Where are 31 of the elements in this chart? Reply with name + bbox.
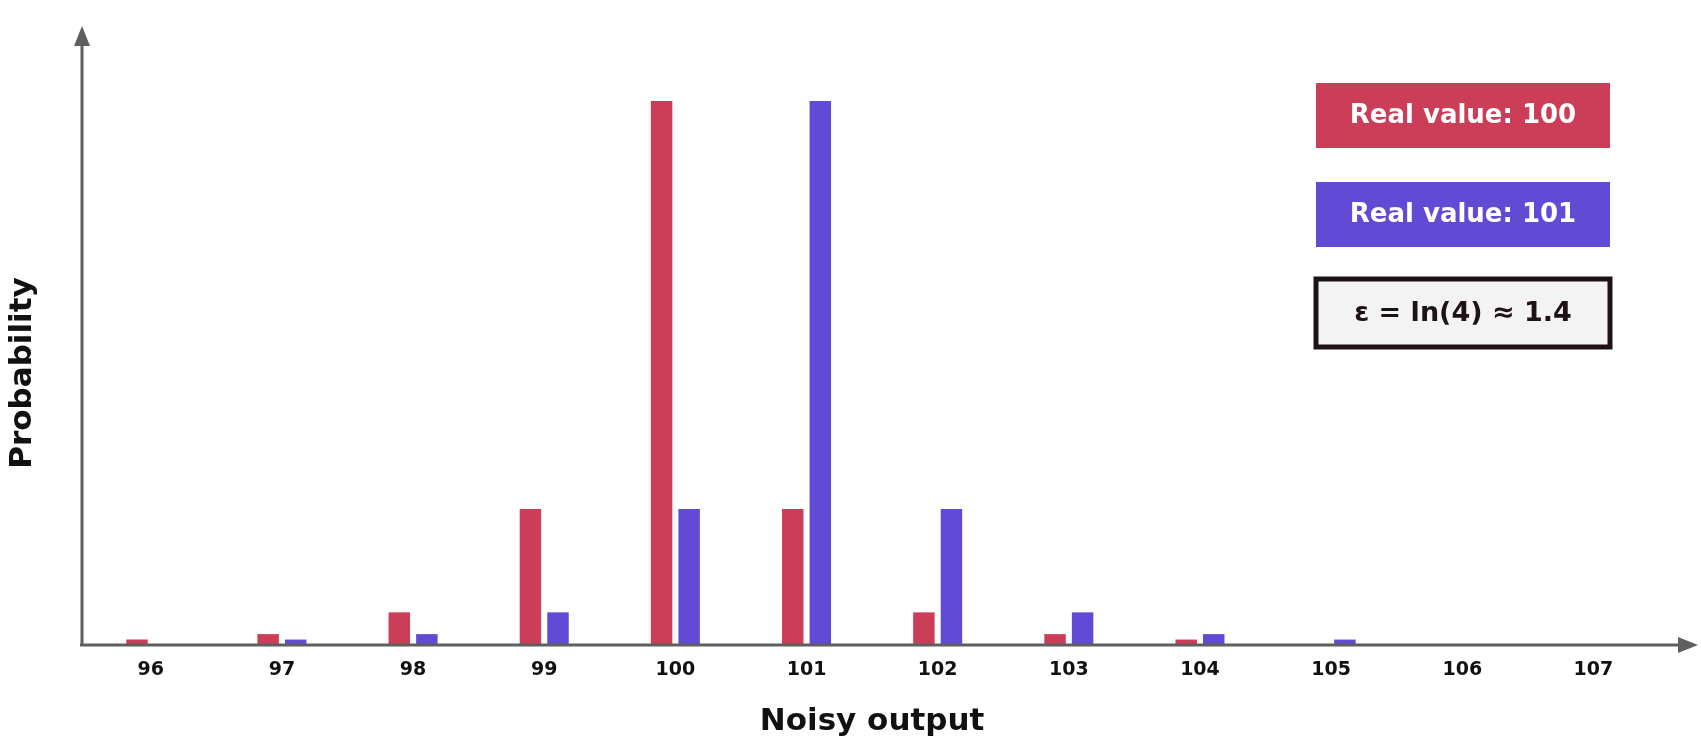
bar	[1071, 612, 1094, 645]
x-tick-label: 101	[786, 657, 827, 680]
x-tick-label: 106	[1442, 657, 1483, 680]
x-tick-label: 105	[1311, 657, 1351, 680]
text: Real value: 100	[1349, 99, 1577, 130]
bar	[650, 101, 673, 645]
bar	[678, 509, 700, 645]
annotation: ε = ln(4) ≈ 1.4	[1354, 296, 1572, 328]
x-tick-label: 96	[137, 657, 164, 680]
x-tick-label: 103	[1048, 657, 1089, 680]
bar	[519, 509, 542, 645]
bar	[809, 101, 832, 645]
x-tick-label: 98	[399, 657, 427, 680]
bar	[257, 634, 279, 645]
bar	[1044, 634, 1066, 645]
x-tick-label: 104	[1180, 657, 1220, 680]
y-axis-title: Probability	[1, 277, 38, 469]
bar	[913, 612, 935, 645]
bar	[940, 509, 963, 645]
x-tick-label: 99	[531, 657, 558, 680]
bar	[547, 612, 569, 645]
x-tick-label: 100	[655, 657, 696, 680]
bar	[1203, 634, 1225, 645]
bar	[416, 634, 438, 645]
text: Real value: 101	[1349, 198, 1577, 229]
bar	[388, 612, 411, 645]
x-axis-title: Noisy output	[759, 701, 985, 738]
x-tick-label: 107	[1573, 657, 1614, 680]
x-tick-label: 102	[917, 657, 958, 680]
x-tick-label: 97	[268, 657, 296, 680]
bar	[782, 509, 804, 645]
